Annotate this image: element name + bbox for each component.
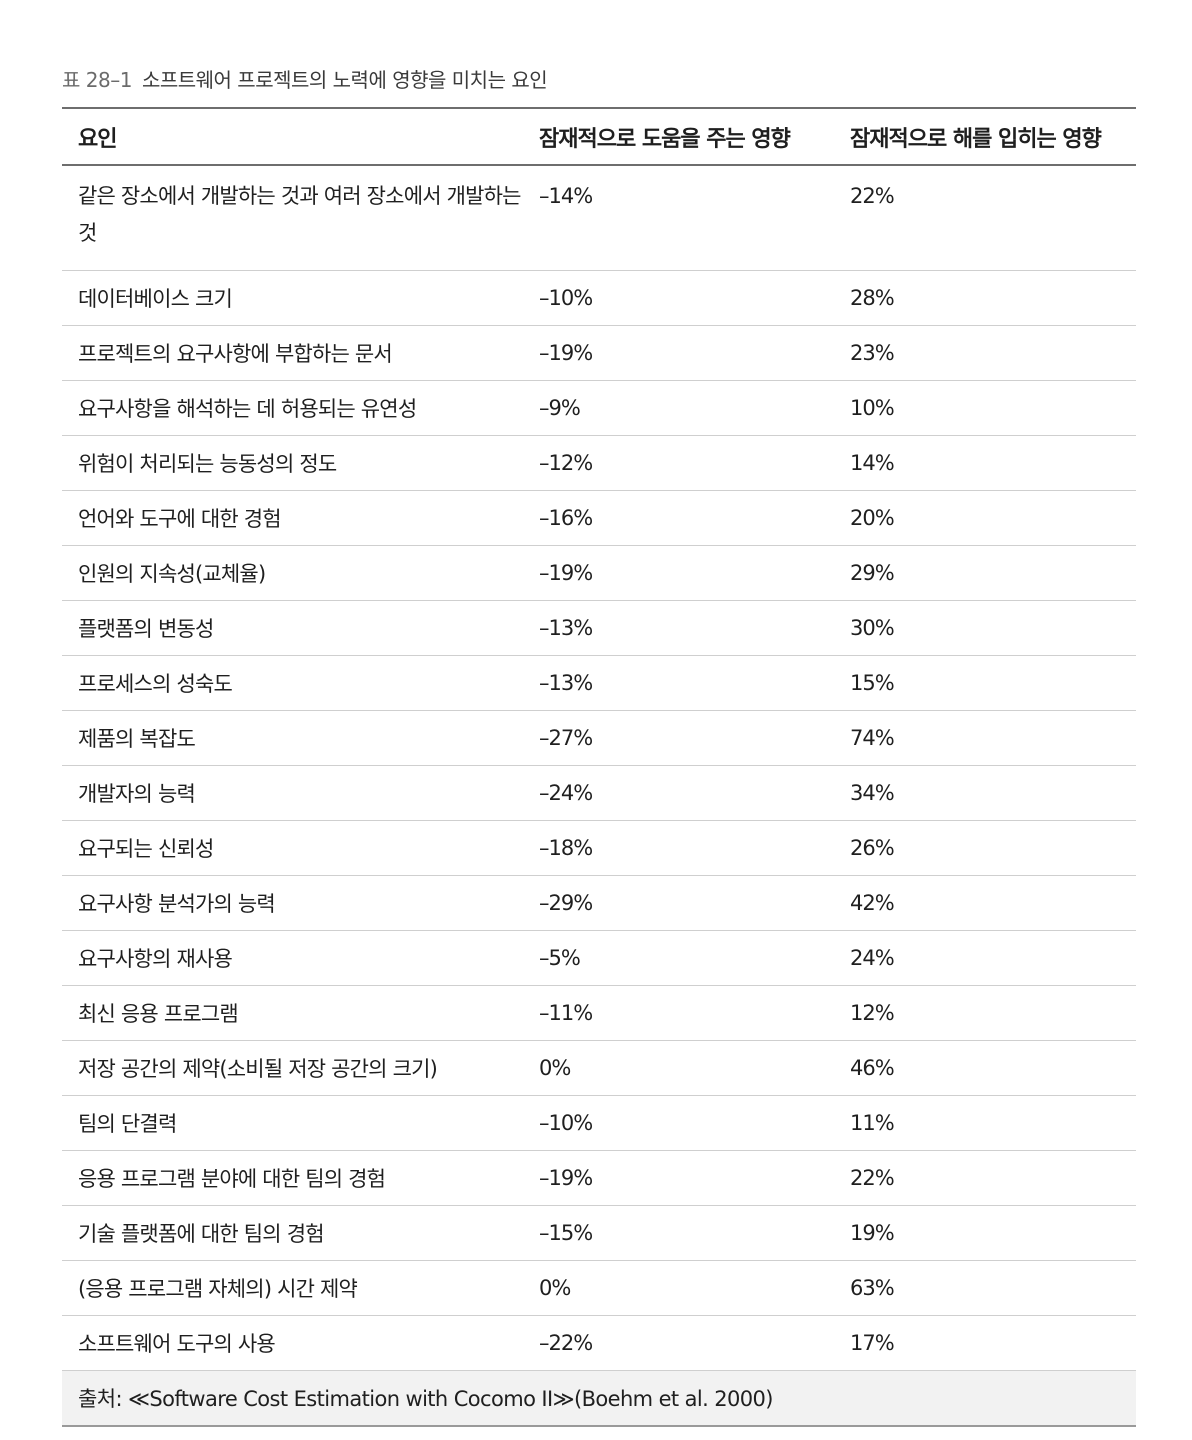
factor-cell: (응용 프로그램 자체의) 시간 제약 [62,1260,523,1316]
factor-cell: 요구사항의 재사용 [62,930,523,986]
hurts-cell: 26% [834,820,1136,876]
hurts-cell: 34% [834,765,1136,821]
factor-cell: 요구사항 분석가의 능력 [62,875,523,931]
table-row: (응용 프로그램 자체의) 시간 제약 0% 63% [62,1260,1136,1316]
factor-cell: 플랫폼의 변동성 [62,600,523,656]
hurts-cell: 17% [834,1315,1136,1371]
table-caption: 표 28–1 소프트웨어 프로젝트의 노력에 영향을 미치는 요인 [62,64,548,93]
table-row: 요구사항 분석가의 능력 –29% 42% [62,875,1136,931]
table-row: 응용 프로그램 분야에 대한 팀의 경험 –19% 22% [62,1150,1136,1206]
helps-cell: –13% [523,655,834,711]
factor-cell: 저장 공간의 제약(소비될 저장 공간의 크기) [62,1040,523,1096]
factor-cell: 프로젝트의 요구사항에 부합하는 문서 [62,325,523,381]
table-row: 기술 플랫폼에 대한 팀의 경험 –15% 19% [62,1205,1136,1261]
table-row: 소프트웨어 도구의 사용 –22% 17% [62,1315,1136,1371]
factor-cell: 기술 플랫폼에 대한 팀의 경험 [62,1205,523,1261]
hurts-cell: 19% [834,1205,1136,1261]
table-row: 저장 공간의 제약(소비될 저장 공간의 크기) 0% 46% [62,1040,1136,1096]
hurts-cell: 30% [834,600,1136,656]
hurts-cell: 15% [834,655,1136,711]
table-row: 데이터베이스 크기 –10% 28% [62,270,1136,326]
table-row: 프로젝트의 요구사항에 부합하는 문서 –19% 23% [62,325,1136,381]
hurts-cell: 29% [834,545,1136,601]
helps-cell: 0% [523,1040,834,1096]
helps-cell: –24% [523,765,834,821]
factor-cell: 위험이 처리되는 능동성의 정도 [62,435,523,491]
table-row: 최신 응용 프로그램 –11% 12% [62,985,1136,1041]
source-note: 출처: ≪Software Cost Estimation with Cocom… [62,1370,1136,1427]
factor-cell: 최신 응용 프로그램 [62,985,523,1041]
table-number: 표 28–1 [62,68,132,92]
factor-cell: 소프트웨어 도구의 사용 [62,1315,523,1371]
hurts-cell: 11% [834,1095,1136,1151]
hurts-cell: 23% [834,325,1136,381]
hurts-cell: 12% [834,985,1136,1041]
hurts-cell: 63% [834,1260,1136,1316]
table-row: 언어와 도구에 대한 경험 –16% 20% [62,490,1136,546]
hurts-cell: 22% [834,1150,1136,1206]
table-row: 제품의 복잡도 –27% 74% [62,710,1136,766]
helps-cell: –10% [523,1095,834,1151]
factor-cell: 제품의 복잡도 [62,710,523,766]
effort-factors-table: 요인 잠재적으로 도움을 주는 영향 잠재적으로 해를 입히는 영향 같은 장소… [62,107,1136,1427]
table-row: 위험이 처리되는 능동성의 정도 –12% 14% [62,435,1136,491]
helps-cell: –19% [523,545,834,601]
hurts-cell: 46% [834,1040,1136,1096]
source-row: 출처: ≪Software Cost Estimation with Cocom… [62,1370,1136,1427]
hurts-cell: 74% [834,710,1136,766]
table-row: 인원의 지속성(교체율) –19% 29% [62,545,1136,601]
helps-cell: –15% [523,1205,834,1261]
factor-cell: 요구되는 신뢰성 [62,820,523,876]
factor-cell: 요구사항을 해석하는 데 허용되는 유연성 [62,380,523,436]
helps-cell: –11% [523,985,834,1041]
header-helps: 잠재적으로 도움을 주는 영향 [523,107,834,166]
hurts-cell: 10% [834,380,1136,436]
helps-cell: –19% [523,325,834,381]
table-row: 프로세스의 성숙도 –13% 15% [62,655,1136,711]
factor-cell: 개발자의 능력 [62,765,523,821]
helps-cell: –29% [523,875,834,931]
hurts-cell: 42% [834,875,1136,931]
helps-cell: –27% [523,710,834,766]
table-row: 요구사항의 재사용 –5% 24% [62,930,1136,986]
factor-cell: 응용 프로그램 분야에 대한 팀의 경험 [62,1150,523,1206]
hurts-cell: 28% [834,270,1136,326]
table-title: 소프트웨어 프로젝트의 노력에 영향을 미치는 요인 [141,68,548,92]
header-factor: 요인 [62,107,523,166]
helps-cell: –5% [523,930,834,986]
table-row: 개발자의 능력 –24% 34% [62,765,1136,821]
table-row: 같은 장소에서 개발하는 것과 여러 장소에서 개발하는 것 –14% 22% [62,165,1136,271]
table-row: 요구사항을 해석하는 데 허용되는 유연성 –9% 10% [62,380,1136,436]
helps-cell: –19% [523,1150,834,1206]
table-row: 요구되는 신뢰성 –18% 26% [62,820,1136,876]
table-row: 팀의 단결력 –10% 11% [62,1095,1136,1151]
factor-cell: 프로세스의 성숙도 [62,655,523,711]
factor-cell: 팀의 단결력 [62,1095,523,1151]
hurts-cell: 14% [834,435,1136,491]
hurts-cell: 24% [834,930,1136,986]
helps-cell: –22% [523,1315,834,1371]
factor-cell: 같은 장소에서 개발하는 것과 여러 장소에서 개발하는 것 [62,165,523,271]
helps-cell: –12% [523,435,834,491]
factor-cell: 데이터베이스 크기 [62,270,523,326]
helps-cell: 0% [523,1260,834,1316]
helps-cell: –14% [523,165,834,271]
helps-cell: –10% [523,270,834,326]
helps-cell: –18% [523,820,834,876]
factor-cell: 언어와 도구에 대한 경험 [62,490,523,546]
helps-cell: –16% [523,490,834,546]
table-body: 같은 장소에서 개발하는 것과 여러 장소에서 개발하는 것 –14% 22% 데이터… [62,165,1136,1371]
hurts-cell: 22% [834,165,1136,271]
header-hurts: 잠재적으로 해를 입히는 영향 [834,107,1136,166]
table-row: 플랫폼의 변동성 –13% 30% [62,600,1136,656]
helps-cell: –13% [523,600,834,656]
hurts-cell: 20% [834,490,1136,546]
helps-cell: –9% [523,380,834,436]
factor-cell: 인원의 지속성(교체율) [62,545,523,601]
header-row: 요인 잠재적으로 도움을 주는 영향 잠재적으로 해를 입히는 영향 [62,107,1136,166]
